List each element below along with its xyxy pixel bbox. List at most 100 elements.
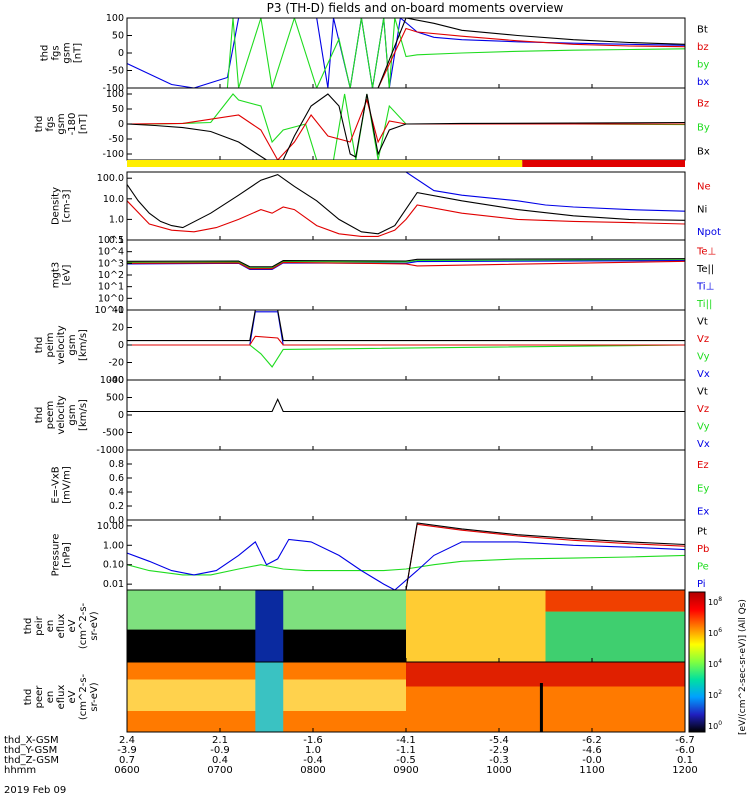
panel-frame	[126, 379, 686, 451]
ytick-label: 0.6	[109, 473, 124, 484]
ephem-value: -6.0	[675, 745, 695, 756]
ytick-label: 10^0	[98, 293, 124, 304]
ephem-value: 1200	[672, 765, 697, 776]
ephem-value: 0900	[393, 765, 418, 776]
ephem-value: 2.4	[119, 735, 135, 746]
ephem-value: 0700	[207, 765, 232, 776]
ephem-value: 1100	[579, 765, 604, 776]
ytick-label: 10.0	[103, 194, 124, 205]
mode-segment	[127, 160, 523, 167]
series-Vt	[127, 397, 685, 413]
ylabel-line: eV	[67, 619, 78, 632]
ylabel-line: gsm	[67, 334, 78, 355]
legend-Bt: Bt	[697, 25, 708, 36]
ylabel-line: eflux	[56, 685, 67, 710]
series-By	[127, 93, 685, 160]
series-Bt	[127, 18, 685, 88]
ytick-label: 0	[118, 410, 124, 421]
legend-Vz: Vz	[697, 404, 709, 415]
spectrogram-region-blue	[255, 590, 284, 662]
ylabel: thd peir en eflux eV (cm^2-s-sr-eV)	[23, 602, 100, 649]
ephem-value: -6.7	[675, 735, 695, 746]
panel-fgs_gsm_rot: 100 50 0 -50 -100 thd fgs gsm -180 [nT] Bz By Bx	[34, 87, 710, 161]
ytick-label: 1.00	[103, 540, 124, 551]
ytick-label: 0.01	[103, 579, 124, 590]
ephem-value: -0.9	[210, 745, 230, 756]
ytick-label: 50	[112, 31, 124, 42]
ylabel-line: peer	[34, 685, 45, 709]
ephem-value: 2.1	[212, 735, 228, 746]
ylabel-line: fgs	[45, 116, 56, 131]
ylabel-line: velocity	[56, 325, 67, 364]
ylabel-line: thd	[34, 116, 45, 133]
legend-Pb: Pb	[697, 544, 709, 555]
ylabel-line: mgt3	[51, 262, 62, 288]
ytick-label: -50	[108, 134, 124, 145]
spectrogram-region-mid	[406, 590, 546, 662]
ylabel: Pressure [nPa]	[51, 534, 73, 577]
spectrogram-region-hot	[545, 590, 685, 612]
series-by	[127, 18, 685, 88]
legend-Npot: Npot	[697, 227, 721, 238]
series-Pe	[127, 554, 685, 576]
ylabel: E=-VxB [mV/m]	[51, 466, 73, 504]
ylabel-line: Density	[51, 187, 62, 225]
ytick-label: 50	[112, 104, 124, 115]
ytick-label: 1000	[100, 375, 124, 386]
ylabel-line: peim	[45, 332, 56, 357]
series-Pt	[127, 522, 685, 590]
series-Ti||	[127, 259, 685, 269]
panel-density: 100.0 10.0 1.0 0.1 Density [cm-3] Ne Ni Npot	[51, 171, 721, 246]
legend-bz: bz	[697, 42, 709, 53]
ephem-row-label: thd_X-GSM	[4, 735, 59, 746]
legend-Vx: Vx	[697, 369, 710, 380]
ytick-label: 10^4	[98, 247, 124, 258]
ylabel: thd peim velocity gsm [km/s]	[34, 325, 89, 364]
ephem-value: -1.1	[396, 745, 416, 756]
ephem-value: -5.4	[489, 735, 509, 746]
panel-peir_spec: thd peir en eflux eV (cm^2-s-sr-eV)	[23, 589, 686, 663]
panel-pressure: 10.00 1.00 0.10 0.01 Pressure [nPa] Pt Pb Pe Pi	[51, 519, 709, 591]
ylabel-line: [nT]	[78, 114, 89, 134]
ephem-value: -2.9	[489, 745, 509, 756]
legend-Ne: Ne	[697, 182, 711, 193]
ytick-label: 500	[106, 393, 124, 404]
ylabel-line: [mV/m]	[62, 466, 73, 504]
ylabel-line: en	[45, 620, 56, 633]
ylabel: mgt3 [eV]	[51, 262, 73, 288]
ylabel-line: fgs	[51, 45, 62, 60]
ephem-value: 0800	[300, 765, 325, 776]
ytick-label: -50	[108, 66, 124, 77]
ytick-label: 0.0	[109, 515, 124, 526]
ylabel-line: thd	[34, 407, 45, 424]
series-Bx	[127, 93, 685, 160]
ephem-value: -4.1	[396, 735, 416, 746]
legend-Te||: Te||	[696, 264, 714, 275]
ytick-label: 0.2	[109, 501, 124, 512]
ephem-value: 0600	[114, 765, 139, 776]
ylabel-line: [cm-3]	[62, 189, 73, 222]
ephem-value: -4.6	[582, 745, 602, 756]
series-Vx	[127, 311, 685, 346]
ylabel-line: Pressure	[51, 534, 62, 577]
legend-Ti⊥: Ti⊥	[696, 282, 714, 293]
ylabel-line: sr-eV)	[89, 682, 100, 711]
ephem-value: -0.5	[396, 755, 416, 766]
ytick-label: 100	[106, 13, 124, 24]
ephem-row-label: hhmm	[4, 765, 36, 776]
ytick-label: 10^-1	[94, 305, 124, 316]
ytick-label: -100	[102, 83, 124, 94]
ephem-value: 1000	[486, 765, 511, 776]
legend-Bx: Bx	[697, 146, 710, 157]
ytick-label: -20	[108, 358, 124, 369]
colorbar-bar	[688, 591, 706, 733]
ephem-value: 0.1	[677, 755, 693, 766]
ephem-value: -6.2	[582, 735, 602, 746]
ylabel-line: [km/s]	[78, 399, 89, 431]
panel-peim_velocity: 40 20 0 -20 -40 thd peim velocity gsm [km/s] Vt Vz V…	[34, 305, 710, 386]
panel-efield: 0.8 0.6 0.4 0.2 0.0 E=-VxB [mV/m] Ez Ey Ex	[51, 449, 709, 526]
legend-Vy: Vy	[697, 352, 710, 363]
ytick-label: 0.8	[109, 459, 124, 470]
